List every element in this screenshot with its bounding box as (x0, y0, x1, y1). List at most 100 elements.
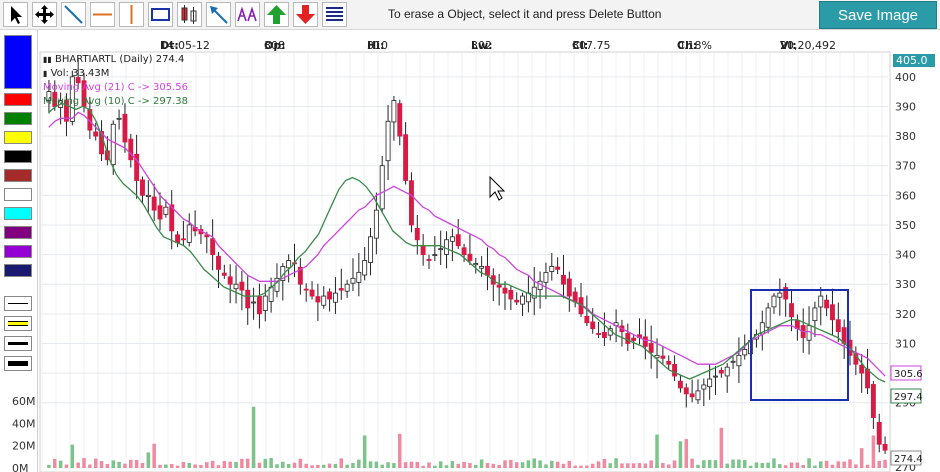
candle-body (104, 150, 110, 161)
volume-bar (550, 460, 554, 468)
volume-bar (702, 460, 706, 468)
candle-body (128, 138, 134, 161)
candle-body (660, 355, 666, 359)
move-icon[interactable] (32, 2, 57, 27)
volume-axis: 60M 40M 20M 0M (12, 395, 36, 472)
volume-bar (146, 452, 151, 468)
up-arrow-icon[interactable] (264, 2, 289, 27)
candle-body (116, 117, 122, 120)
low-label: Lw: (471, 39, 493, 52)
volume-bar (643, 463, 648, 468)
candle-body (362, 260, 368, 276)
volume-bar (848, 459, 852, 468)
price-tick-label: 340 (895, 249, 916, 262)
volume-bar (462, 461, 466, 468)
volume-bar (772, 458, 776, 468)
candle-body (713, 375, 718, 378)
candle-body (789, 303, 794, 318)
trend-line-icon[interactable] (61, 2, 86, 27)
color-swatch-brown[interactable] (4, 169, 32, 182)
volume-bar (468, 463, 472, 468)
volume-bar (64, 464, 69, 468)
color-swatch-red[interactable] (4, 93, 32, 106)
volume-bar (637, 463, 642, 468)
candle-body (163, 206, 169, 215)
lines-icon[interactable] (322, 2, 347, 27)
color-swatch-purple[interactable] (4, 226, 32, 239)
line-style-thick[interactable] (4, 356, 32, 371)
horizontal-line-icon[interactable] (90, 2, 115, 27)
price-axis: 290300310320330340350360370380390400270 (895, 71, 916, 472)
volume-bar-spike (655, 434, 659, 468)
volume-bar (590, 463, 595, 468)
volume-bar (129, 459, 133, 468)
candle-body (251, 301, 257, 304)
color-swatch-yellow[interactable] (4, 131, 32, 144)
volume-bar (503, 460, 507, 468)
volume-bar (380, 464, 384, 468)
vertical-line-icon[interactable] (119, 2, 144, 27)
color-swatch-violet[interactable] (4, 245, 32, 258)
pointer-icon[interactable] (3, 2, 28, 27)
volume-tick-label: 60M (12, 395, 36, 408)
volume-bar (351, 463, 355, 468)
candle-body (572, 291, 578, 303)
candle-body (286, 260, 292, 269)
candle-body (444, 239, 449, 255)
volume-bar (795, 462, 800, 468)
color-swatch-navy[interactable] (4, 264, 32, 277)
volume-bar (175, 465, 180, 468)
drawn-rectangle[interactable] (750, 289, 849, 401)
line-style-thick-yellow[interactable] (4, 316, 32, 331)
close-price-tag (890, 450, 922, 466)
volume-bar (696, 464, 700, 468)
selected-color-swatch[interactable] (4, 35, 32, 89)
volume-bar (222, 461, 227, 468)
color-swatch-green[interactable] (4, 112, 32, 125)
color-swatch-cyan[interactable] (4, 207, 32, 220)
candle-body (870, 384, 876, 418)
candle-body (151, 196, 157, 211)
line-style-medium[interactable] (4, 336, 32, 351)
open-value: 308 (264, 39, 285, 52)
down-arrow-icon[interactable] (293, 2, 318, 27)
candle-body (122, 113, 128, 143)
high-value: 310 (367, 39, 388, 52)
color-swatch-black[interactable] (4, 150, 32, 163)
save-image-button[interactable]: Save Image (819, 1, 937, 29)
candle-body (169, 204, 175, 232)
candle-body (590, 321, 596, 330)
candle-body (321, 295, 327, 306)
candle-body (391, 100, 397, 123)
volume-bar (778, 464, 782, 468)
volume-bar (111, 460, 115, 468)
volume-bar-spike (251, 406, 256, 468)
ohlc-bar-icon[interactable] (177, 2, 202, 27)
candle-body (865, 368, 870, 389)
arrow-icon[interactable] (206, 2, 231, 27)
volume-bar (544, 464, 548, 468)
volume-bar (304, 463, 308, 468)
color-swatch-white[interactable] (4, 188, 32, 201)
rectangle-icon[interactable] (148, 2, 173, 27)
line-style-thin[interactable] (4, 296, 32, 311)
volume-bar (70, 444, 75, 468)
volume-bar (474, 464, 478, 468)
candle-body (414, 227, 420, 241)
volume-bar (514, 462, 519, 468)
volume-bar (760, 463, 765, 468)
volume-bar (859, 448, 864, 468)
candle-body (473, 263, 479, 266)
volume-bar (450, 461, 455, 468)
volume-bar (608, 463, 613, 468)
candle-body (256, 295, 262, 315)
price-tick-label: 330 (895, 278, 916, 291)
candle-body (882, 443, 888, 451)
candle-body (110, 123, 116, 166)
candle-body (718, 369, 724, 374)
candle-body (46, 91, 52, 101)
fibonacci-icon[interactable] (235, 2, 260, 27)
volume-bar (865, 464, 870, 468)
candle-legend-icon: ▮▮ (43, 55, 52, 64)
candle-body (818, 295, 824, 308)
